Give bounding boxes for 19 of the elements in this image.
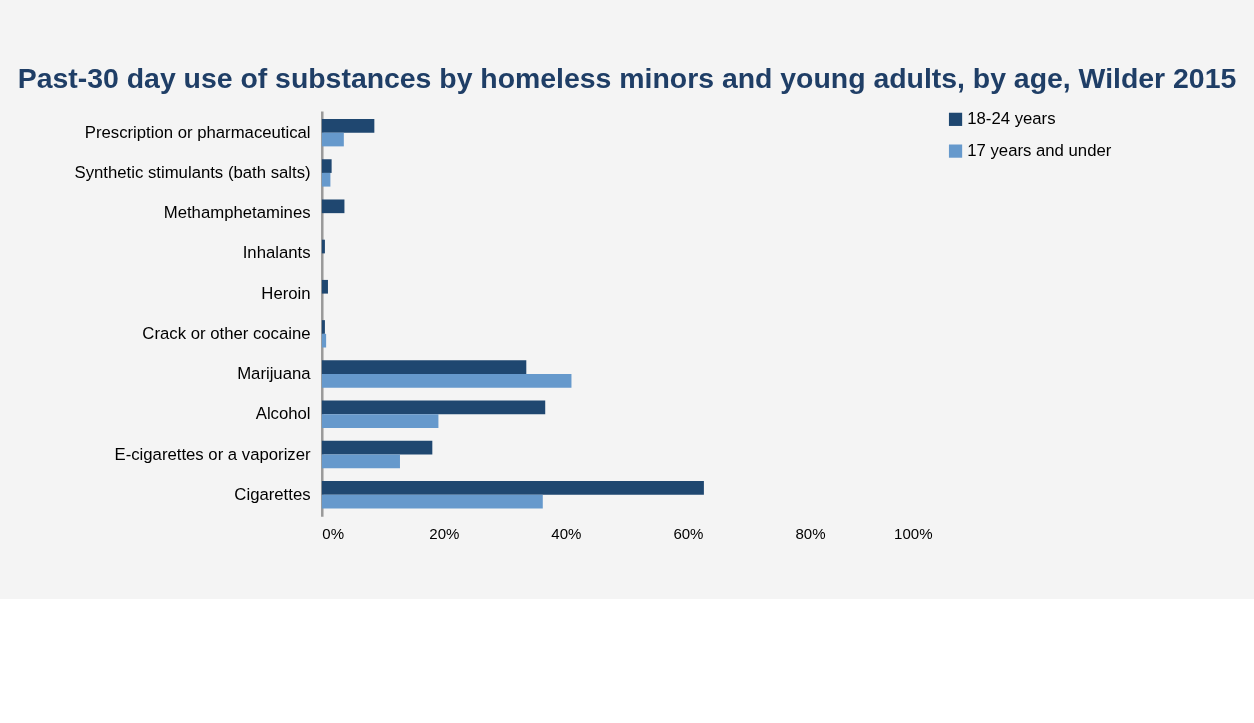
y-tick-label: Prescription or pharmaceutical — [84, 122, 311, 142]
y-tick-label: Marijuana — [237, 364, 312, 384]
x-tick-label: 40% — [551, 524, 582, 542]
y-tick-label: Inhalants — [242, 243, 311, 263]
x-tick-label: 60% — [673, 524, 704, 542]
x-tick-label: 80% — [795, 524, 826, 542]
legend-label: 17 years and under — [967, 141, 1112, 161]
legend-label: 18-24 years — [967, 109, 1056, 129]
y-tick-label: Heroin — [261, 283, 311, 303]
y-tick-label: Crack or other cocaine — [142, 323, 311, 343]
x-tick-label: 0% — [322, 524, 345, 542]
y-tick-label: Methamphetamines — [163, 203, 311, 223]
x-tick-label: 20% — [429, 524, 460, 542]
y-tick-label: Cigarettes — [234, 484, 311, 504]
y-tick-label: E-cigarettes or a vaporizer — [114, 444, 312, 464]
y-tick-label: Synthetic stimulants (bath salts) — [74, 162, 311, 182]
chart-title: Past-30 day use of substances by homeless minors and young adults, by age, Wilder 2015 — [17, 62, 1237, 95]
x-tick-label: 100% — [894, 524, 933, 542]
y-tick-label: Alcohol — [255, 404, 311, 424]
